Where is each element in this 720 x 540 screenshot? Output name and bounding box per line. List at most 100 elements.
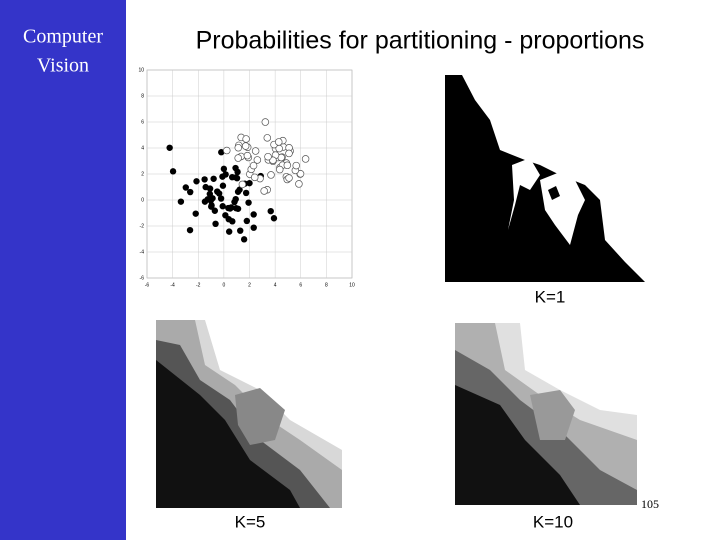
y-tick-label: 6 bbox=[141, 119, 144, 125]
point-dark bbox=[229, 218, 236, 225]
x-tick-label: 8 bbox=[325, 282, 328, 288]
point-light bbox=[253, 156, 262, 164]
point-light bbox=[249, 161, 258, 170]
region bbox=[156, 360, 300, 508]
point-light bbox=[301, 155, 310, 163]
point-dark bbox=[201, 176, 208, 183]
page-number: 105 bbox=[641, 497, 659, 511]
point-dark bbox=[217, 195, 225, 202]
point-dark bbox=[250, 211, 257, 218]
y-tick-label: -4 bbox=[140, 249, 145, 255]
region bbox=[530, 390, 575, 440]
y-tick-label: 2 bbox=[141, 171, 144, 177]
point-dark bbox=[270, 215, 278, 222]
point-light bbox=[234, 143, 243, 152]
point-dark bbox=[214, 188, 221, 195]
point-light bbox=[238, 180, 247, 189]
point-dark bbox=[219, 182, 227, 189]
point-dark bbox=[219, 203, 226, 210]
point-dark bbox=[234, 188, 242, 195]
x-tick-label: 10 bbox=[349, 282, 355, 288]
point-light bbox=[251, 147, 260, 155]
point-light bbox=[292, 161, 300, 170]
point-dark bbox=[187, 188, 194, 196]
k5-image bbox=[156, 320, 342, 508]
point-dark bbox=[246, 179, 253, 187]
point-light bbox=[260, 187, 268, 195]
k10-image bbox=[455, 323, 637, 505]
point-dark bbox=[192, 210, 199, 217]
point-dark bbox=[201, 198, 209, 205]
point-dark bbox=[177, 198, 185, 205]
scatter-plot: -6 -4 -2 0 2 4 6 8 10 -6 -4 -2 0 2 4 6 8 10 bbox=[138, 67, 355, 288]
point-light bbox=[250, 173, 259, 182]
point-dark bbox=[245, 199, 252, 206]
slide-title: Probabilities for partitioning - proport… bbox=[196, 27, 645, 55]
point-dark bbox=[210, 175, 217, 182]
region bbox=[235, 388, 285, 445]
x-tick-label: 2 bbox=[248, 282, 251, 288]
point-light bbox=[295, 180, 303, 188]
point-dark bbox=[225, 204, 232, 212]
point-dark bbox=[220, 165, 228, 173]
point-light bbox=[243, 151, 252, 160]
point-dark bbox=[202, 183, 209, 191]
x-tick-label: -2 bbox=[196, 282, 201, 288]
y-tick-label: 0 bbox=[141, 197, 144, 203]
point-dark bbox=[208, 203, 215, 210]
point-light bbox=[276, 165, 284, 174]
sidebar-text: Computer bbox=[23, 26, 103, 48]
point-dark bbox=[211, 207, 219, 214]
point-dark bbox=[237, 227, 244, 234]
point-dark bbox=[166, 144, 173, 151]
point-light bbox=[241, 142, 250, 150]
point-dark bbox=[182, 184, 190, 191]
point-dark bbox=[222, 171, 229, 178]
point-dark bbox=[267, 207, 274, 215]
y-tick-label: 10 bbox=[138, 67, 144, 73]
point-dark bbox=[232, 195, 239, 203]
point-light bbox=[234, 154, 242, 162]
x-tick-label: 6 bbox=[299, 282, 302, 288]
point-light bbox=[261, 118, 270, 126]
point-dark bbox=[193, 178, 200, 185]
region bbox=[548, 186, 560, 200]
point-light bbox=[285, 149, 293, 158]
point-dark bbox=[169, 168, 177, 175]
y-tick-label: 8 bbox=[141, 93, 144, 99]
point-light bbox=[285, 174, 293, 182]
point-light bbox=[283, 161, 292, 170]
point-dark bbox=[234, 205, 242, 212]
point-dark bbox=[186, 226, 194, 234]
point-dark bbox=[218, 149, 225, 156]
point-dark bbox=[232, 174, 240, 181]
point-dark bbox=[232, 164, 239, 172]
point-light bbox=[263, 134, 272, 142]
point-light bbox=[296, 170, 305, 178]
figure-label: K=5 bbox=[235, 512, 266, 531]
point-dark bbox=[240, 236, 248, 243]
point-light bbox=[223, 146, 231, 155]
point-light bbox=[242, 135, 250, 143]
sidebar-text: Vision bbox=[37, 55, 89, 77]
y-tick-label: -2 bbox=[140, 223, 145, 229]
point-dark bbox=[242, 189, 250, 197]
region bbox=[508, 158, 540, 230]
region bbox=[455, 385, 580, 505]
y-tick-label: -6 bbox=[140, 275, 145, 281]
point-dark bbox=[225, 228, 233, 235]
x-tick-label: 4 bbox=[274, 282, 277, 288]
x-tick-label: -4 bbox=[170, 282, 175, 288]
point-light bbox=[267, 171, 275, 179]
point-light bbox=[264, 152, 272, 161]
point-dark bbox=[250, 224, 257, 231]
x-tick-label: -6 bbox=[145, 282, 150, 288]
figure-label: K=10 bbox=[533, 512, 573, 531]
k1-image bbox=[445, 75, 645, 282]
point-dark bbox=[222, 212, 229, 219]
sidebar bbox=[0, 0, 126, 540]
point-light bbox=[274, 138, 283, 146]
figure-label: K=1 bbox=[535, 287, 566, 306]
